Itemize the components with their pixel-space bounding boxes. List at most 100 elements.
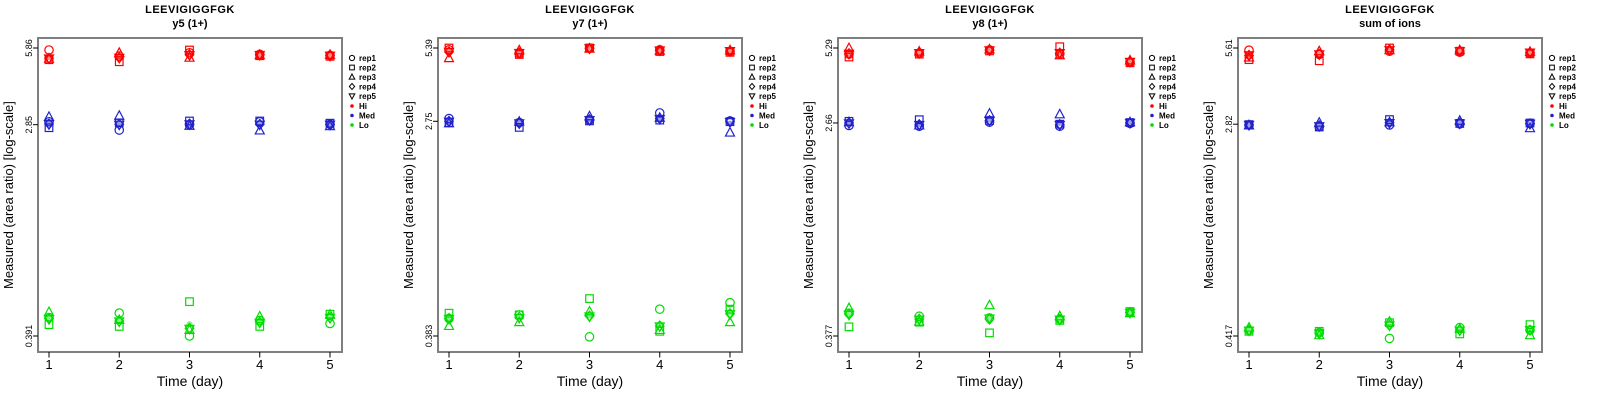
- triangle-down-marker: [913, 315, 925, 326]
- legend-rep-label: rep5: [759, 92, 776, 101]
- triangle-down-marker: [1524, 119, 1536, 130]
- triangle-down-marker: [1054, 315, 1066, 326]
- x-tick-label: 4: [1056, 357, 1063, 372]
- triangle-down-marker: [513, 119, 525, 130]
- legend-level-label: Med: [759, 112, 775, 121]
- panel-sum-of-ions: LEEVIGIGGFGK sum of ions Measured (area …: [1200, 0, 1600, 400]
- panel-y5: LEEVIGIGGFGK y5 (1+) Measured (area rati…: [0, 0, 400, 400]
- diamond-marker: [1548, 82, 1556, 91]
- triangle-down-marker: [324, 51, 336, 62]
- panel-title: LEEVIGIGGFGK: [945, 4, 1035, 16]
- x-tick-label: 3: [186, 357, 193, 372]
- triangle-down-marker: [254, 318, 266, 329]
- triangle-down-marker: [324, 120, 336, 131]
- legend-level-dot: [1550, 123, 1554, 127]
- square-marker: [985, 328, 994, 338]
- legend-rep-label: rep3: [1559, 73, 1576, 82]
- triangle-down-marker: [348, 93, 356, 101]
- circle-marker: [348, 54, 356, 62]
- circle-marker: [725, 297, 735, 308]
- y-tick-label: 0.417: [1224, 325, 1234, 348]
- panel-y7: LEEVIGIGGFGK y7 (1+) Measured (area rati…: [400, 0, 800, 400]
- triangle-down-marker: [724, 117, 736, 129]
- x-tick-label: 3: [986, 357, 993, 372]
- triangle-down-marker: [983, 46, 996, 57]
- triangle-down-marker: [1548, 93, 1556, 101]
- legend-level-label: Med: [1159, 112, 1175, 121]
- legend-rep-label: rep2: [359, 64, 376, 73]
- legend-rep-label: rep2: [1559, 64, 1576, 73]
- circle-marker: [1384, 333, 1395, 344]
- triangle-up-marker: [1548, 72, 1556, 80]
- triangle-down-marker: [654, 46, 666, 57]
- square-marker: [114, 321, 124, 331]
- legend-rep-label: rep5: [1159, 92, 1176, 101]
- panel-title: LEEVIGIGGFGK: [1345, 4, 1435, 16]
- x-axis-label: Time (day): [156, 373, 224, 389]
- square-marker: [1149, 64, 1155, 71]
- legend-level-label: Hi: [1159, 102, 1167, 111]
- legend-level-dot: [750, 104, 754, 108]
- panel-subtitle: y7 (1+): [572, 18, 608, 30]
- triangle-down-marker: [513, 48, 525, 60]
- triangle-down-marker: [843, 49, 855, 60]
- square-marker: [1549, 64, 1555, 71]
- legend-rep-label: rep4: [759, 83, 776, 92]
- triangle-up-marker: [724, 315, 736, 327]
- triangle-up-marker: [113, 109, 125, 120]
- circle-marker: [1548, 54, 1556, 62]
- legend-level-dot: [1550, 104, 1554, 108]
- x-tick-label: 4: [1456, 357, 1463, 372]
- legend-level-label: Lo: [1159, 121, 1169, 130]
- triangle-up-marker: [1054, 310, 1066, 321]
- square-marker: [914, 115, 924, 125]
- panel-y8: LEEVIGIGGFGK y8 (1+) Measured (area rati…: [800, 0, 1200, 400]
- triangle-down-marker: [1054, 48, 1066, 60]
- x-tick-label: 1: [445, 357, 452, 372]
- legend-rep-label: rep4: [1559, 83, 1576, 92]
- diamond-marker: [1148, 82, 1156, 91]
- triangle-down-marker: [1148, 93, 1156, 101]
- triangle-up-marker: [1313, 116, 1325, 127]
- triangle-down-marker: [1124, 308, 1136, 320]
- triangle-up-marker: [513, 315, 525, 327]
- legend-rep-label: rep1: [1559, 54, 1576, 63]
- legend-level-dot: [350, 104, 354, 108]
- legend-level-dot: [750, 113, 754, 118]
- panel-subtitle: y5 (1+): [172, 18, 208, 30]
- triangle-up-marker: [654, 323, 666, 335]
- triangle-up-marker: [113, 46, 125, 57]
- legend-rep-label: rep1: [359, 54, 376, 63]
- triangle-down-marker: [1454, 47, 1466, 58]
- triangle-down-marker: [843, 119, 855, 130]
- x-tick-label: 4: [656, 357, 663, 372]
- triangle-down-marker: [113, 53, 125, 65]
- legend-level-dot: [1150, 113, 1154, 118]
- legend-rep-label: rep4: [1159, 83, 1176, 92]
- triangle-down-marker: [1454, 119, 1466, 130]
- triangle-up-marker: [1054, 108, 1066, 119]
- diamond-marker: [348, 82, 356, 91]
- y-tick-label: 0.377: [824, 325, 834, 348]
- triangle-up-marker: [348, 72, 356, 80]
- triangle-down-marker: [254, 120, 266, 131]
- legend-rep-label: rep5: [1559, 92, 1576, 101]
- triangle-down-marker: [843, 310, 855, 321]
- triangle-down-marker: [1124, 57, 1136, 68]
- triangle-up-marker: [1148, 72, 1156, 80]
- triangle-down-marker: [183, 120, 196, 131]
- circle-marker: [114, 125, 125, 135]
- triangle-down-marker: [513, 313, 525, 325]
- square-marker: [914, 317, 924, 327]
- triangle-down-marker: [654, 114, 666, 126]
- triangle-down-marker: [583, 312, 596, 323]
- x-axis-label: Time (day): [1356, 373, 1424, 389]
- triangle-down-marker: [43, 54, 55, 65]
- triangle-down-marker: [1313, 50, 1325, 61]
- x-tick-label: 5: [326, 357, 333, 372]
- legend-level-dot: [1550, 113, 1554, 118]
- x-tick-label: 2: [1316, 357, 1323, 372]
- circle-marker: [325, 318, 335, 329]
- plot-border: [437, 37, 743, 353]
